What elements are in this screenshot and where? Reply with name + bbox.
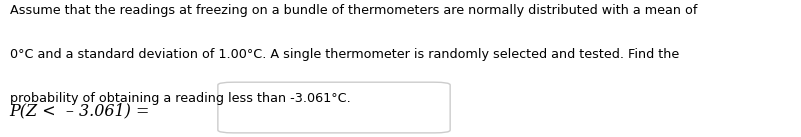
FancyBboxPatch shape	[218, 82, 450, 133]
Text: P(Z <  – 3.061) =: P(Z < – 3.061) =	[10, 102, 150, 119]
Text: Assume that the readings at freezing on a bundle of thermometers are normally di: Assume that the readings at freezing on …	[10, 4, 697, 17]
Text: 0°C and a standard deviation of 1.00°C. A single thermometer is randomly selecte: 0°C and a standard deviation of 1.00°C. …	[10, 48, 679, 61]
Text: probability of obtaining a reading less than -3.061°C.: probability of obtaining a reading less …	[10, 92, 350, 105]
